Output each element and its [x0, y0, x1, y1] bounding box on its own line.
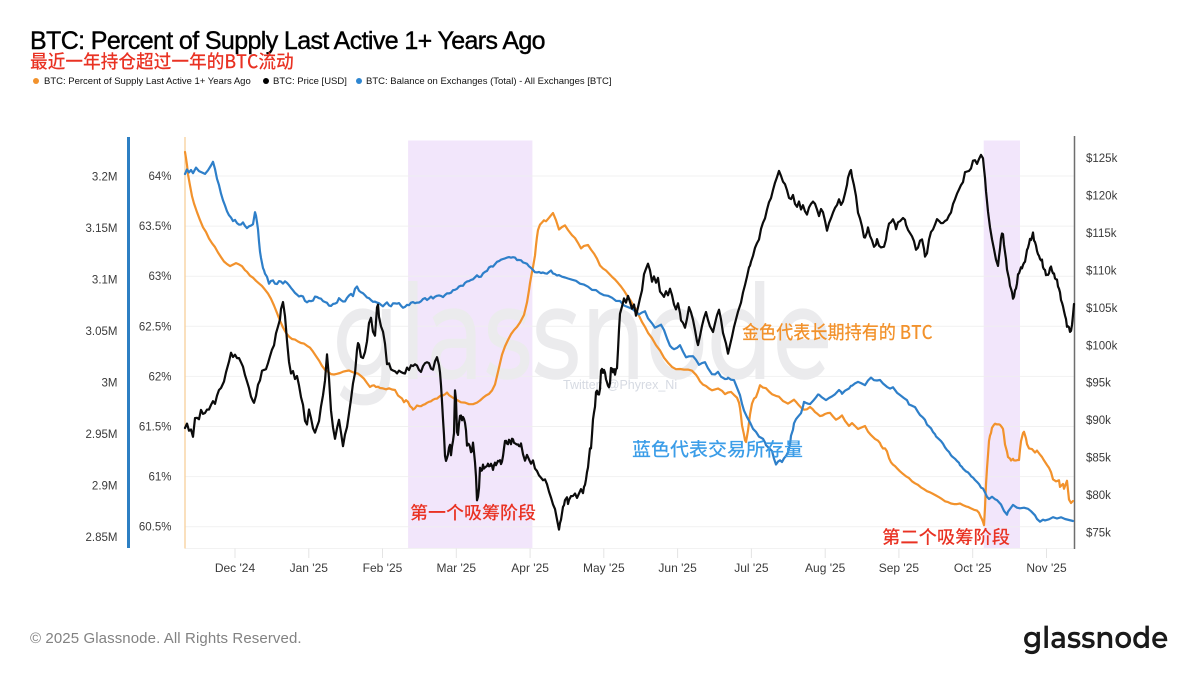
svg-text:61.5%: 61.5% [139, 422, 172, 434]
svg-text:60.5%: 60.5% [139, 522, 172, 534]
svg-text:$115k: $115k [1086, 228, 1117, 240]
svg-text:May '25: May '25 [583, 561, 625, 575]
svg-text:$85k: $85k [1086, 453, 1111, 465]
svg-text:Mar '25: Mar '25 [436, 561, 476, 575]
svg-text:3.15M: 3.15M [86, 223, 118, 235]
svg-text:63.5%: 63.5% [139, 221, 172, 233]
svg-text:61%: 61% [148, 472, 171, 484]
svg-text:2.9M: 2.9M [92, 480, 118, 492]
svg-text:2.95M: 2.95M [86, 429, 118, 441]
svg-text:Feb '25: Feb '25 [363, 561, 403, 575]
svg-text:Jan '25: Jan '25 [290, 561, 329, 575]
svg-text:$120k: $120k [1086, 191, 1118, 203]
svg-text:Oct '25: Oct '25 [954, 561, 992, 575]
svg-text:Apr '25: Apr '25 [511, 561, 549, 575]
svg-text:$105k: $105k [1086, 303, 1118, 315]
svg-text:63%: 63% [148, 271, 171, 283]
svg-text:$75k: $75k [1086, 527, 1111, 539]
svg-text:Jul '25: Jul '25 [734, 561, 769, 575]
svg-text:$80k: $80k [1086, 490, 1111, 502]
svg-text:$95k: $95k [1086, 378, 1111, 390]
svg-text:2.85M: 2.85M [86, 532, 118, 544]
svg-text:Nov '25: Nov '25 [1026, 561, 1067, 575]
svg-text:62%: 62% [148, 371, 171, 383]
svg-text:Sep '25: Sep '25 [879, 561, 920, 575]
svg-text:$100k: $100k [1086, 340, 1118, 352]
svg-text:Aug '25: Aug '25 [805, 561, 846, 575]
svg-text:3.2M: 3.2M [92, 172, 118, 184]
svg-text:Jun '25: Jun '25 [658, 561, 697, 575]
svg-text:64%: 64% [148, 171, 171, 183]
svg-text:3.05M: 3.05M [86, 326, 118, 338]
svg-text:$90k: $90k [1086, 415, 1111, 427]
svg-text:$110k: $110k [1086, 266, 1117, 278]
svg-text:3.1M: 3.1M [92, 275, 118, 287]
svg-text:Dec '24: Dec '24 [215, 561, 256, 575]
svg-text:Twitter: @Phyrex_Ni: Twitter: @Phyrex_Ni [563, 378, 677, 392]
svg-text:$125k: $125k [1086, 153, 1118, 165]
svg-text:62.5%: 62.5% [139, 321, 172, 333]
svg-text:3M: 3M [102, 378, 118, 390]
